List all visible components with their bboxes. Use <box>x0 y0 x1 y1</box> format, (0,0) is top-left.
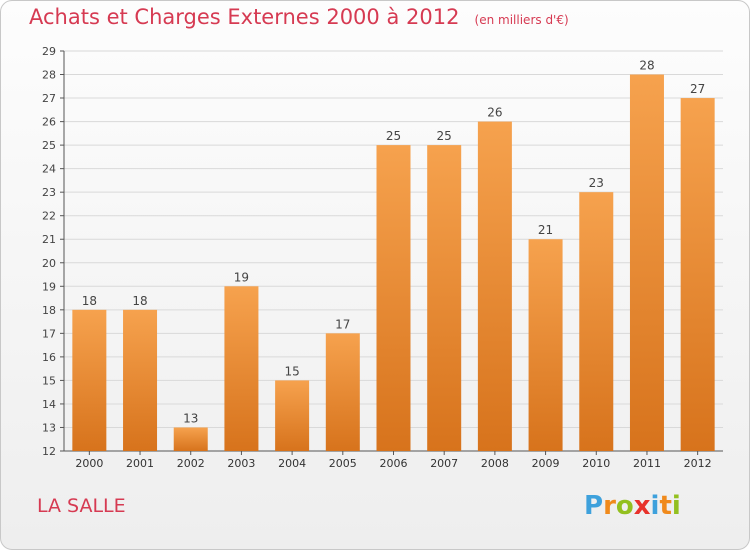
bar <box>579 192 614 452</box>
bar <box>275 380 310 451</box>
data-label: 18 <box>82 294 97 308</box>
data-label: 26 <box>487 106 502 120</box>
data-label: 23 <box>589 176 604 190</box>
x-tick-label: 2002 <box>177 457 205 470</box>
proxiti-logo: Proxiti <box>584 491 681 521</box>
x-tick-label: 2007 <box>430 457 458 470</box>
y-tick-label: 19 <box>42 280 56 293</box>
bar <box>325 333 360 451</box>
bar <box>629 74 664 451</box>
x-tick-label: 2003 <box>227 457 255 470</box>
title-row: Achats et Charges Externes 2000 à 2012 (… <box>29 5 569 29</box>
y-tick-label: 21 <box>42 233 56 246</box>
data-label: 19 <box>234 270 249 284</box>
y-tick-label: 29 <box>42 45 56 58</box>
bar <box>123 309 158 451</box>
y-tick-label: 16 <box>42 351 56 364</box>
y-tick-label: 24 <box>42 163 56 176</box>
y-tick-label: 27 <box>42 92 56 105</box>
x-tick-label: 2012 <box>684 457 712 470</box>
bar <box>376 145 411 451</box>
x-tick-label: 2000 <box>75 457 103 470</box>
data-label: 28 <box>639 59 654 73</box>
x-tick-label: 2011 <box>633 457 661 470</box>
y-tick-label: 13 <box>42 421 56 434</box>
x-tick-label: 2008 <box>481 457 509 470</box>
data-label: 18 <box>132 294 147 308</box>
y-tick-label: 26 <box>42 116 56 129</box>
bar <box>477 121 512 452</box>
x-tick-label: 2010 <box>582 457 610 470</box>
y-tick-label: 17 <box>42 327 56 340</box>
bar <box>173 427 208 451</box>
bar <box>224 286 259 451</box>
y-tick-label: 15 <box>42 374 56 387</box>
y-tick-label: 28 <box>42 69 56 82</box>
commune-name: LA SALLE <box>37 495 126 517</box>
y-tick-label: 22 <box>42 210 56 223</box>
y-tick-label: 14 <box>42 398 56 411</box>
y-tick-label: 23 <box>42 186 56 199</box>
x-tick-label: 2001 <box>126 457 154 470</box>
bar <box>680 98 715 451</box>
y-tick-label: 18 <box>42 304 56 317</box>
y-tick-label: 25 <box>42 139 56 152</box>
bar <box>427 145 462 451</box>
data-label: 17 <box>335 317 350 331</box>
data-label: 25 <box>437 129 452 143</box>
chart-title: Achats et Charges Externes 2000 à 2012 <box>29 5 460 29</box>
x-tick-label: 2004 <box>278 457 306 470</box>
x-tick-label: 2009 <box>532 457 560 470</box>
y-tick-label: 20 <box>42 257 56 270</box>
x-tick-label: 2005 <box>329 457 357 470</box>
chart-subtitle: (en milliers d'€) <box>474 13 569 27</box>
data-label: 13 <box>183 411 198 425</box>
data-label: 25 <box>386 129 401 143</box>
bar <box>528 239 563 451</box>
x-tick-label: 2006 <box>380 457 408 470</box>
bar <box>72 309 107 451</box>
data-label: 15 <box>284 364 299 378</box>
data-label: 21 <box>538 223 553 237</box>
y-tick-label: 12 <box>42 445 56 458</box>
data-label: 27 <box>690 82 705 96</box>
